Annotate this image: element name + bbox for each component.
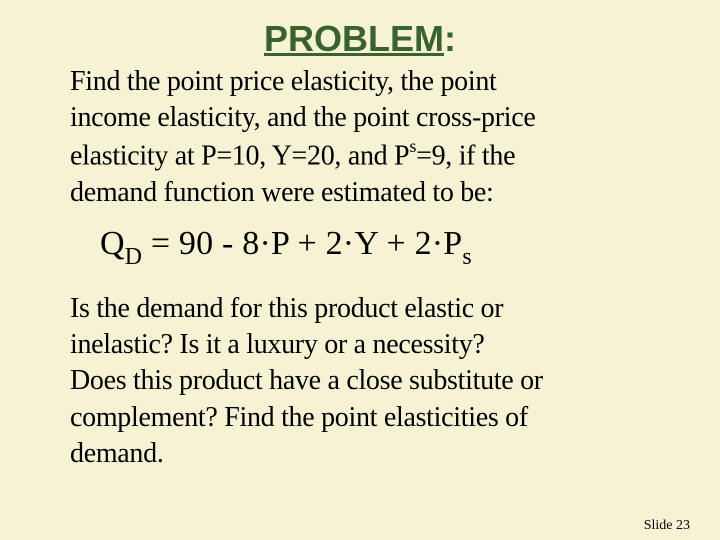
p2-line4: complement? Find the point elasticities … [70,402,528,433]
slide-number: Slide 23 [644,518,690,534]
eq-Psub: s [462,244,471,270]
eq-Q: Q [100,225,125,262]
title-text: PROBLEM [264,18,444,59]
question-paragraph: Is the demand for this product elastic o… [70,291,650,473]
slide-title: PROBLEM: [70,18,650,60]
p1-line3b: =9, if the [416,140,515,171]
p1-line2: income elasticity, and the point cross-p… [70,102,536,133]
p1-line4: demand function were estimated to be: [70,177,494,208]
problem-statement: Find the point price elasticity, the poi… [70,64,650,211]
p2-line2: inelastic? Is it a luxury or a necessity… [70,329,485,360]
title-colon: : [444,18,456,60]
p1-line1: Find the point price elasticity, the poi… [70,66,497,97]
p2-line5: demand. [70,438,164,469]
eq-Qsub: D [125,244,142,270]
eq-body: = 90 - 8·P + 2·Y + 2·P [142,225,462,262]
p2-line3: Does this product have a close substitut… [70,365,543,396]
p1-line3a: elasticity at P=10, Y=20, and P [70,140,409,171]
p1-line3sup: s [409,136,416,156]
demand-equation: QD = 90 - 8·P + 2·Y + 2·Ps [100,225,650,269]
p2-line1: Is the demand for this product elastic o… [70,293,503,324]
